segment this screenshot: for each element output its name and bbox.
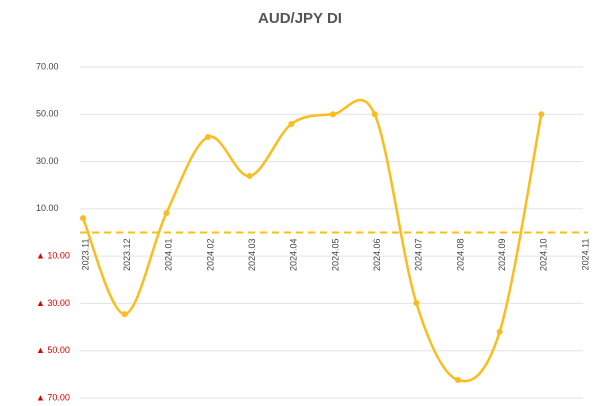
x-tick-label: 2024.02 <box>205 239 215 272</box>
y-tick-label: 10.00 <box>36 203 59 213</box>
x-tick-label: 2024.01 <box>164 239 174 272</box>
point <box>246 172 253 179</box>
y-tick-label: ▲ 70.00 <box>36 392 70 402</box>
y-tick-label: ▲ 50.00 <box>36 345 70 355</box>
y-tick-label: 70.00 <box>36 61 59 71</box>
point <box>288 120 295 127</box>
x-tick-label: 2024.11 <box>580 239 590 271</box>
y-tick-label: 50.00 <box>36 109 59 119</box>
x-tick-label: 2024.09 <box>497 238 507 271</box>
point <box>80 215 86 222</box>
chart-title: AUD/JPY DI <box>258 10 342 27</box>
y-tick-label: 30.00 <box>36 156 59 166</box>
x-tick-label: 2023.11 <box>80 239 90 271</box>
x-tick-label: 2024.10 <box>539 239 549 272</box>
point <box>496 328 503 335</box>
y-tick-label: ▲ 10.00 <box>36 251 70 261</box>
x-tick-label: 2024.05 <box>330 239 340 272</box>
x-tick-label: 2023.12 <box>122 239 132 272</box>
x-tick-label: 2024.03 <box>247 239 257 272</box>
x-tick-label: 2024.04 <box>289 239 299 272</box>
point <box>121 311 128 318</box>
point <box>455 377 461 384</box>
point <box>163 210 170 217</box>
line <box>81 98 543 383</box>
y-tick-label: ▲ 30.00 <box>36 298 70 308</box>
point <box>538 111 545 118</box>
x-tick-label: 2024.07 <box>414 239 424 272</box>
point <box>371 111 378 118</box>
x-tick-label: 2024.08 <box>455 239 465 272</box>
x-tick-label: 2024.06 <box>372 239 382 272</box>
point <box>413 299 420 306</box>
point <box>330 111 336 118</box>
point <box>205 133 211 140</box>
